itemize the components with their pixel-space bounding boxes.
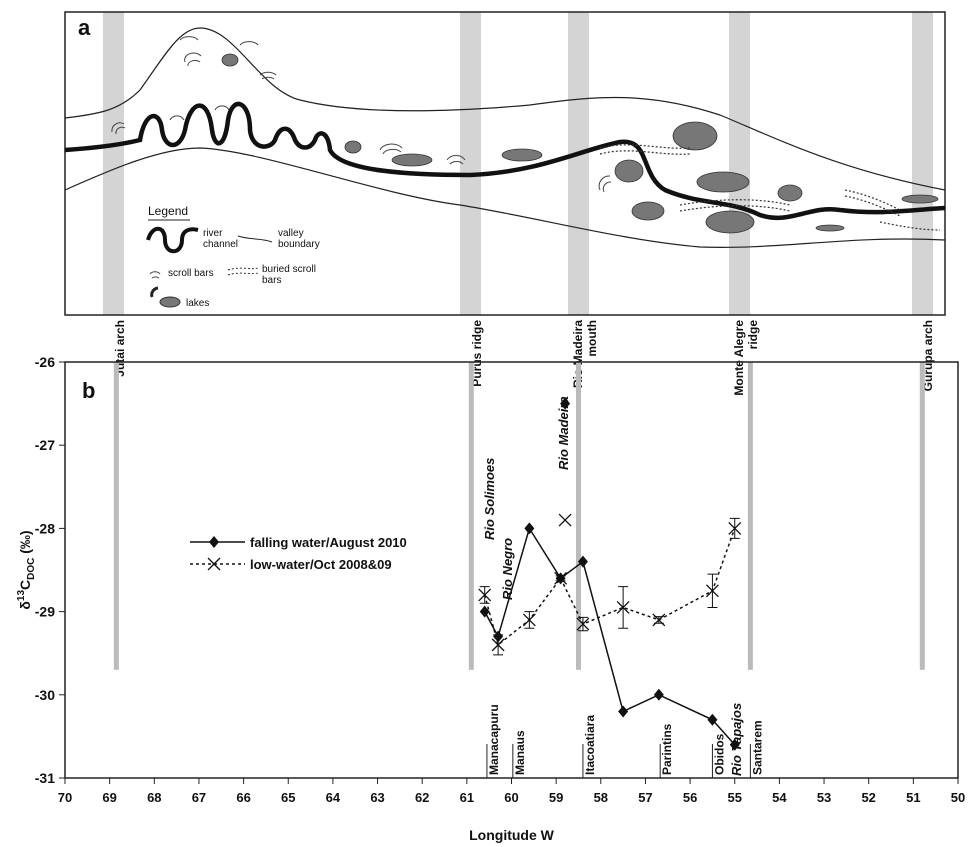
- band: [729, 12, 750, 315]
- band: [469, 362, 474, 670]
- x-tick-label: 56: [683, 790, 697, 805]
- y-axis-label-part: δ: [17, 601, 33, 610]
- legend-text: falling water/August 2010: [250, 535, 407, 550]
- x-tick-label: 62: [415, 790, 429, 805]
- panel-label: a: [78, 15, 91, 40]
- legend-text: low-water/Oct 2008&09: [250, 557, 392, 572]
- station-label: Parintins: [660, 723, 674, 775]
- x-tick-label: 55: [728, 790, 742, 805]
- station-label: Manaus: [513, 730, 527, 775]
- band: [568, 12, 589, 315]
- x-tick-label: 60: [504, 790, 518, 805]
- station-label: Itacoatiara: [583, 715, 597, 775]
- figure: a Legend riverchannel valleyboundary scr…: [0, 0, 968, 847]
- x-tick-label: 50: [951, 790, 965, 805]
- y-tick-label: -28: [35, 520, 55, 536]
- annotation: Rio Solimoes: [482, 458, 497, 540]
- y-tick-label: -30: [35, 687, 55, 703]
- place-label: Rio Madeiramouth: [571, 320, 599, 388]
- y-tick-label: -31: [35, 770, 55, 786]
- marker: [654, 689, 664, 701]
- legend-lake: [160, 297, 180, 307]
- legend-river: [148, 229, 198, 252]
- legend-buried: [228, 268, 258, 275]
- x-tick-label: 61: [460, 790, 474, 805]
- x-tick-label: 59: [549, 790, 563, 805]
- x-tick-label: 67: [192, 790, 206, 805]
- series-line: [485, 528, 735, 644]
- x-tick-label: 58: [594, 790, 608, 805]
- band: [103, 12, 124, 315]
- x-tick-label: 69: [102, 790, 116, 805]
- legend-valley: [238, 236, 272, 242]
- panel-label: b: [82, 378, 95, 403]
- y-axis-label: δ13CDOC (‰): [16, 530, 37, 609]
- x-tick-label: 65: [281, 790, 295, 805]
- place-label: Monte Alegreridge: [732, 320, 760, 396]
- station-label: Santarem: [750, 720, 764, 775]
- panel-b: b -31 -30 -29 -28 -27 -26 70 69 68 67 66 65 64 63 62 61 6…: [16, 354, 965, 843]
- y-tick-label: -27: [35, 437, 55, 453]
- x-tick-label: 54: [772, 790, 787, 805]
- band: [114, 362, 119, 670]
- marker: [618, 705, 628, 717]
- y-tick-label: -26: [35, 354, 55, 370]
- legend-marker: [209, 536, 219, 548]
- band: [920, 362, 925, 670]
- valley-boundary: [65, 148, 945, 247]
- band: [748, 362, 753, 670]
- legend-text: lakes: [186, 298, 209, 309]
- x-tick-label: 68: [147, 790, 161, 805]
- annotation: Rio Negro: [500, 538, 515, 600]
- x-axis-label: Longitude W: [469, 827, 555, 843]
- valley-boundary: [65, 28, 945, 190]
- annotation: Rio Tapajos: [729, 703, 744, 776]
- y-axis-label-part: 13: [16, 590, 27, 602]
- y-axis-label-part: C: [17, 580, 33, 590]
- band: [576, 362, 581, 670]
- y-tick-label: -29: [35, 604, 55, 620]
- x-tick-label: 52: [861, 790, 875, 805]
- series-line: [485, 528, 735, 744]
- river-channel: [65, 104, 945, 218]
- marker: [559, 514, 571, 526]
- legend-scroll: [152, 288, 158, 297]
- x-tick-label: 53: [817, 790, 831, 805]
- station-label: Manacapuru: [487, 704, 501, 775]
- x-tick-label: 64: [326, 790, 341, 805]
- station-label: Obidos: [712, 733, 726, 775]
- legend-text: scroll bars: [168, 268, 214, 279]
- y-axis-label-part: (‰): [17, 530, 33, 557]
- marker: [653, 614, 665, 626]
- x-tick-label: 63: [370, 790, 384, 805]
- legend-scroll: [150, 272, 160, 278]
- x-tick-label: 51: [906, 790, 920, 805]
- x-tick-label: 70: [58, 790, 72, 805]
- legend-title: Legend: [148, 204, 188, 218]
- y-axis-label-part: DOC: [26, 558, 37, 580]
- band: [912, 12, 933, 315]
- x-tick-label: 66: [236, 790, 250, 805]
- x-tick-label: 57: [638, 790, 652, 805]
